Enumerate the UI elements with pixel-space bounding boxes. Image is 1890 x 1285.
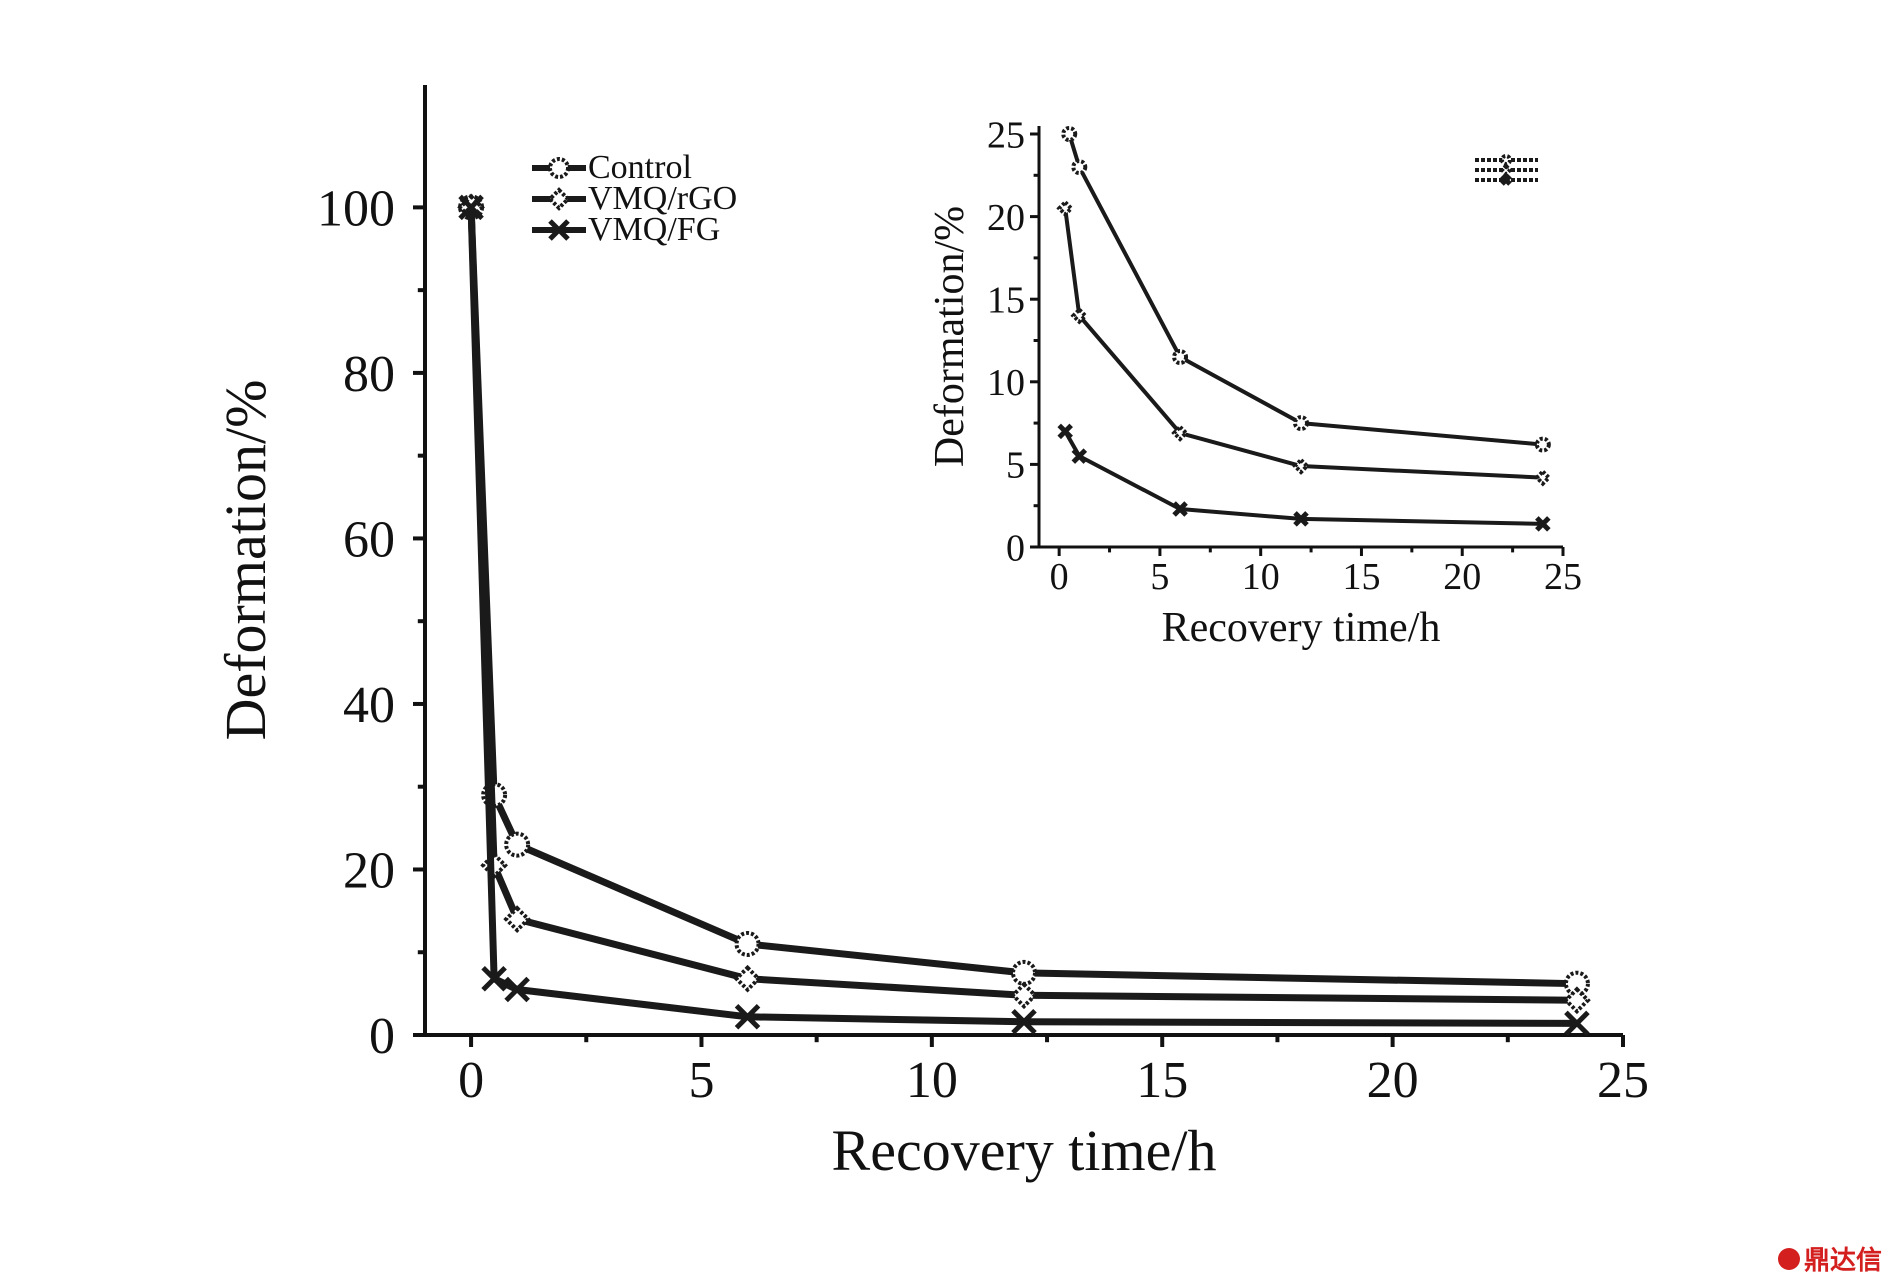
data-point: [1534, 468, 1552, 487]
y-tick-label: 0: [369, 1008, 395, 1065]
y-tick-label: 5: [1006, 445, 1025, 487]
data-point: [1534, 436, 1551, 453]
legend-marker: [548, 219, 570, 241]
y-tick-label: 20: [343, 843, 395, 900]
data-point: [733, 964, 762, 993]
x-tick-label: 5: [688, 1052, 714, 1109]
legend-label: VMQ/FG: [588, 211, 720, 248]
watermark: 鼎达信: [1777, 1240, 1882, 1277]
inset-chart: 0 5 10 15 20 25 0 5 10 15 20 25 Recovery time/h Defor…: [927, 114, 1582, 651]
inset-legend-marker: [1500, 154, 1512, 166]
x-tick-label: 20: [1367, 1052, 1419, 1109]
data-point: [504, 831, 531, 858]
series-line: [1067, 133, 1544, 447]
data-point: [1070, 306, 1089, 325]
data-point: [1011, 959, 1037, 986]
inset-legend-item: [1475, 163, 1538, 177]
series-line: [467, 207, 1577, 1027]
y-tick-label: 40: [343, 677, 395, 734]
x-tick-label: 20: [1443, 556, 1481, 598]
y-axis-title: Deformation/%: [927, 206, 973, 467]
y-tick-label: 60: [343, 512, 395, 569]
inset-legend-marker: [1500, 174, 1512, 186]
legend-item-vmq-rgo: VMQ/rGO: [532, 180, 737, 217]
y-tick-label: 100: [317, 181, 395, 238]
series-vmq-fg: [1057, 423, 1551, 532]
legend-label: VMQ/rGO: [588, 180, 737, 217]
data-point: [458, 194, 484, 221]
x-tick-label: 15: [1136, 1052, 1188, 1109]
x-tick-label: 10: [906, 1052, 958, 1109]
data-point: [734, 930, 761, 957]
data-point: [1071, 159, 1088, 176]
y-axis-title: Deformation/%: [213, 380, 278, 741]
data-point: [1293, 511, 1309, 527]
series-line: [467, 207, 1577, 1004]
data-point: [1172, 501, 1188, 517]
series-vmq-fg: [458, 194, 1590, 1037]
data-point: [1172, 349, 1189, 366]
y-tick-label: 80: [343, 346, 395, 403]
series-vmq-rgo: [1056, 199, 1552, 487]
x-tick-label: 0: [458, 1052, 484, 1109]
x-tick-label: 10: [1242, 556, 1280, 598]
data-point: [1057, 423, 1073, 440]
x-axis-title: Recovery time/h: [832, 1118, 1217, 1183]
data-point: [1293, 415, 1309, 432]
x-tick-label: 0: [1050, 556, 1069, 598]
data-point: [1564, 1010, 1590, 1037]
x-tick-label: 25: [1544, 556, 1582, 598]
inset-legend-marker: [1499, 163, 1513, 177]
data-point: [503, 905, 531, 933]
series-line: [1063, 430, 1543, 526]
data-point: [1071, 448, 1088, 464]
y-tick-label: 0: [1006, 527, 1025, 569]
data-point: [1563, 986, 1591, 1015]
series-control: [1061, 126, 1551, 453]
data-point: [1011, 1008, 1037, 1035]
legend-marker: [548, 157, 570, 179]
inset-legend-item: [1475, 174, 1538, 186]
y-tick-label: 20: [987, 197, 1025, 239]
legend-marker: [547, 187, 571, 211]
legend-label: Control: [588, 149, 692, 186]
y-tick-label: 10: [987, 362, 1025, 404]
watermark-text: 鼎达信: [1803, 1246, 1882, 1276]
data-point: [1171, 424, 1189, 442]
data-point: [504, 976, 530, 1003]
y-tick-label: 15: [987, 280, 1025, 322]
x-tick-label: 25: [1597, 1052, 1649, 1109]
data-point: [1292, 457, 1310, 475]
data-point: [734, 1004, 761, 1030]
x-axis-title: Recovery time/h: [1162, 605, 1441, 651]
x-tick-label: 15: [1342, 556, 1380, 598]
legend-item-control: Control: [532, 149, 692, 186]
data-point: [1010, 981, 1038, 1010]
x-tick-label: 5: [1150, 556, 1169, 598]
series-line: [467, 207, 1577, 988]
data-point: [1056, 199, 1075, 218]
watermark-logo-icon: [1777, 1247, 1800, 1270]
y-tick-label: 25: [987, 114, 1025, 156]
legend-item-vmq-fg: VMQ/FG: [532, 211, 720, 248]
data-point: [481, 965, 507, 992]
data-point: [1535, 516, 1551, 532]
inset-legend-item: [1475, 154, 1538, 166]
data-point: [1061, 126, 1078, 142]
